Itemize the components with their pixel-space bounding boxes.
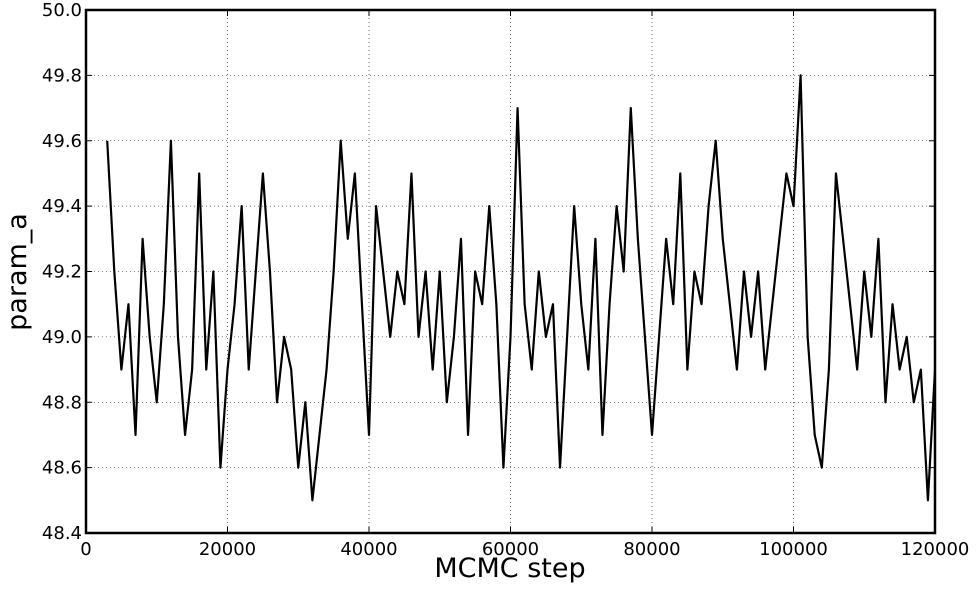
y-axis-label: param_a: [2, 213, 33, 331]
y-tick-label: 48.6: [42, 458, 82, 479]
y-tick-label: 48.4: [42, 523, 82, 544]
y-tick-label: 48.8: [42, 392, 82, 413]
x-tick-label: 20000: [199, 539, 256, 560]
x-tick-label: 40000: [340, 539, 397, 560]
y-tick-label: 49.6: [42, 131, 82, 152]
plot-frame: [84, 8, 937, 535]
y-tick-label: 50.0: [42, 0, 82, 21]
x-tick-label: 100000: [759, 539, 828, 560]
x-tick-label: 80000: [623, 539, 680, 560]
x-tick-label: 60000: [482, 539, 539, 560]
x-tick-label: 120000: [901, 539, 970, 560]
x-tick-label: 0: [80, 539, 91, 560]
y-tick-label: 49.4: [42, 196, 82, 217]
y-tick-label: 49.8: [42, 65, 82, 86]
trace-line: [106, 74, 937, 502]
x-axis-label: MCMC step: [434, 553, 585, 584]
y-tick-label: 49.0: [42, 327, 82, 348]
y-tick-label: 49.2: [42, 262, 82, 283]
